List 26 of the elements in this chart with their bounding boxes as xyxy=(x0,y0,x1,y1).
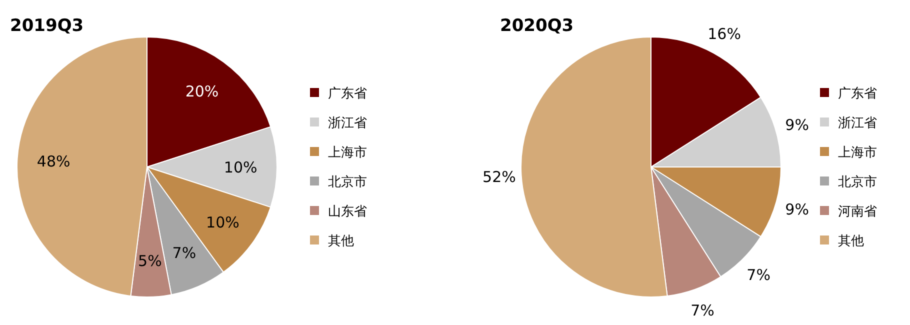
data-label: 20% xyxy=(185,82,219,101)
data-label: 9% xyxy=(785,116,809,134)
data-label: 7% xyxy=(746,266,770,284)
chart-title: 2019Q3 xyxy=(10,16,84,36)
legend-label: 河南省 xyxy=(838,204,877,220)
legend-label: 其他 xyxy=(838,234,864,250)
legend-label: 山东省 xyxy=(328,204,367,220)
data-label: 10% xyxy=(224,158,258,176)
legend-label: 广东省 xyxy=(838,86,877,102)
data-label: 10% xyxy=(206,213,240,232)
data-label: 9% xyxy=(785,200,809,219)
data-label: 48% xyxy=(36,152,70,170)
legend-label: 浙江省 xyxy=(328,116,367,132)
data-label: 7% xyxy=(690,301,714,320)
data-label: 5% xyxy=(138,252,162,270)
legend-label: 广东省 xyxy=(328,86,367,102)
legend-label: 上海市 xyxy=(838,146,877,161)
data-label: 7% xyxy=(172,244,196,262)
legend-label: 上海市 xyxy=(328,146,367,161)
legend-label: 北京市 xyxy=(838,175,877,190)
legend-label: 其他 xyxy=(328,234,354,250)
legend-label: 浙江省 xyxy=(838,116,877,132)
chart-title: 2020Q3 xyxy=(500,16,574,36)
data-label: 52% xyxy=(482,168,516,186)
legend-label: 北京市 xyxy=(328,175,367,190)
data-label: 16% xyxy=(708,24,741,43)
